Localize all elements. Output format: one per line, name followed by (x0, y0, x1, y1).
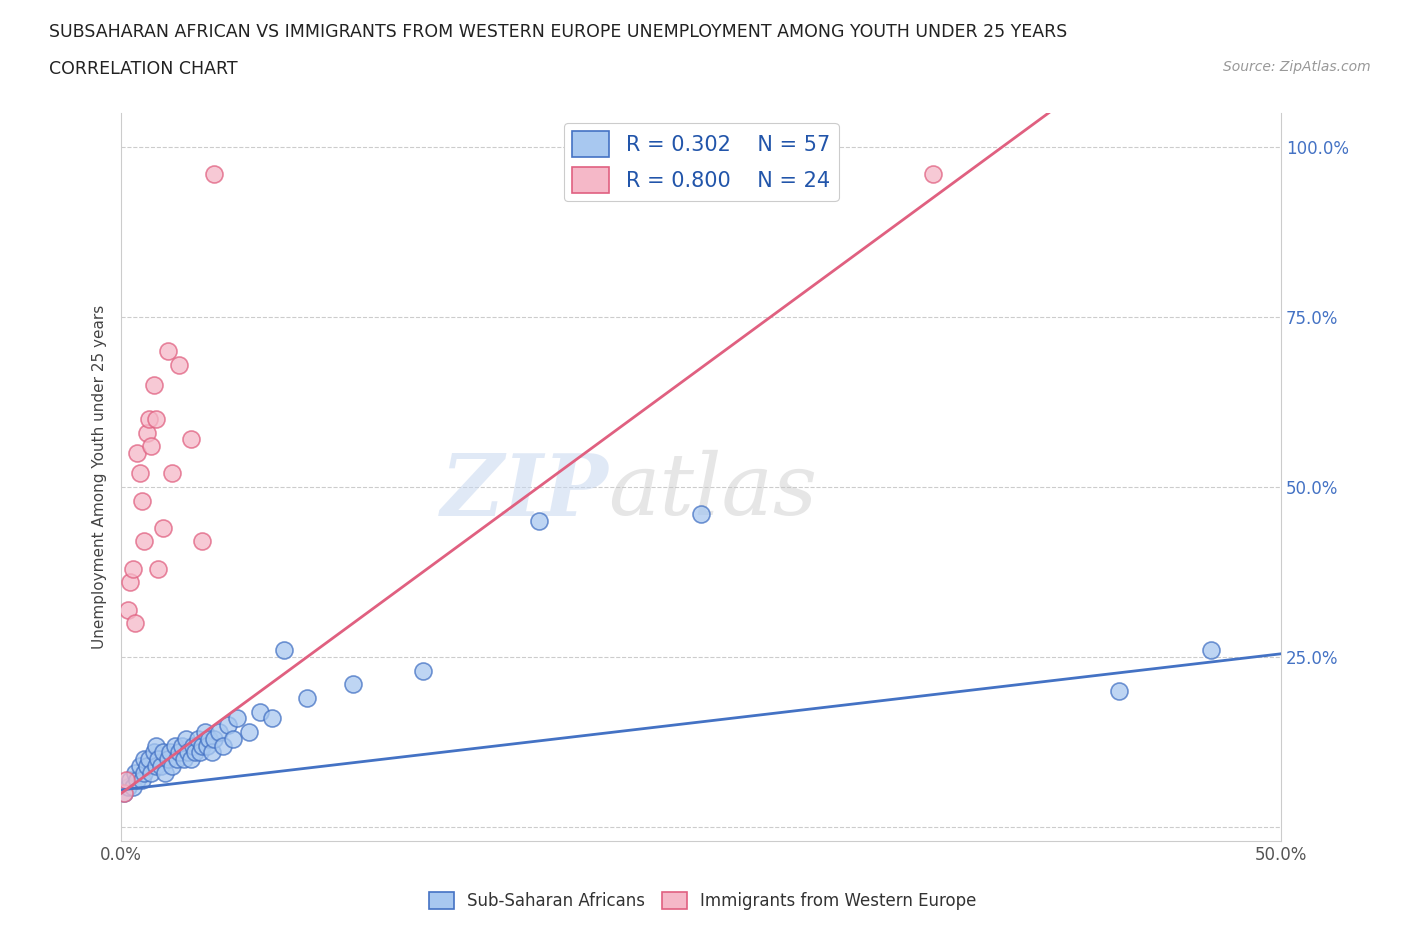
Point (208, 724, 231, 739)
Point (148, 562, 170, 577)
Point (198, 732, 221, 747)
Text: Source: ZipAtlas.com: Source: ZipAtlas.com (1223, 60, 1371, 74)
Point (295, 691, 318, 706)
Legend: R = 0.302    N = 57, R = 0.800    N = 24: R = 0.302 N = 57, R = 0.800 N = 24 (564, 123, 838, 201)
Point (115, 772, 138, 787)
Point (120, 772, 142, 787)
Point (180, 432, 202, 446)
Point (922, 166, 945, 181)
Point (142, 745, 165, 760)
Point (134, 751, 156, 766)
Point (195, 738, 218, 753)
Point (156, 751, 179, 766)
Point (149, 759, 172, 774)
Point (124, 765, 146, 780)
Point (145, 759, 167, 774)
Point (217, 718, 239, 733)
Point (148, 751, 170, 766)
Point (167, 745, 190, 760)
Point (167, 357, 190, 372)
Point (141, 765, 163, 780)
Point (131, 493, 153, 508)
Point (128, 759, 150, 774)
Point (202, 732, 225, 747)
Point (170, 738, 193, 753)
Point (184, 745, 207, 760)
Point (145, 411, 167, 426)
Point (127, 772, 149, 787)
Point (142, 378, 165, 392)
Point (188, 745, 211, 760)
Point (134, 534, 156, 549)
Point (412, 663, 434, 678)
Text: CORRELATION CHART: CORRELATION CHART (49, 60, 238, 78)
Point (152, 521, 174, 536)
Point (162, 759, 184, 774)
Point (141, 439, 163, 454)
Point (163, 738, 186, 753)
Point (138, 411, 160, 426)
Point (273, 643, 295, 658)
Point (162, 466, 184, 481)
Text: ZIP: ZIP (440, 449, 609, 533)
Point (138, 751, 160, 766)
Point (181, 738, 204, 753)
Point (124, 616, 146, 631)
Y-axis label: Unemployment Among Youth under 25 years: Unemployment Among Youth under 25 years (93, 305, 107, 649)
Point (135, 759, 157, 774)
Point (117, 602, 139, 617)
Legend: Sub-Saharan Africans, Immigrants from Western Europe: Sub-Saharan Africans, Immigrants from We… (422, 885, 984, 917)
Point (120, 575, 142, 590)
Point (117, 779, 139, 794)
Point (121, 779, 143, 794)
Point (191, 534, 214, 549)
Text: SUBSAHARAN AFRICAN VS IMMIGRANTS FROM WESTERN EUROPE UNEMPLOYMENT AMONG YOUTH UN: SUBSAHARAN AFRICAN VS IMMIGRANTS FROM WE… (49, 23, 1067, 41)
Point (135, 425, 157, 440)
Point (342, 677, 364, 692)
Point (131, 772, 153, 787)
Point (238, 724, 260, 739)
Point (152, 745, 174, 760)
Point (112, 786, 135, 801)
Point (226, 711, 249, 726)
Point (221, 732, 243, 747)
Point (187, 732, 209, 747)
Point (1201, 643, 1223, 658)
Point (112, 786, 135, 801)
Point (177, 745, 200, 760)
Point (191, 738, 214, 753)
Point (202, 166, 225, 181)
Point (527, 513, 550, 528)
Point (690, 507, 713, 522)
Point (155, 765, 177, 780)
Point (145, 738, 167, 753)
Point (194, 724, 217, 739)
Point (201, 745, 224, 760)
Point (166, 751, 188, 766)
Point (174, 732, 197, 747)
Point (156, 343, 179, 358)
Point (173, 751, 195, 766)
Text: atlas: atlas (609, 450, 817, 533)
Point (212, 738, 235, 753)
Point (127, 445, 149, 460)
Point (121, 562, 143, 577)
Point (249, 704, 271, 719)
Point (134, 765, 156, 780)
Point (159, 745, 181, 760)
Point (128, 466, 150, 481)
Point (180, 751, 202, 766)
Point (1108, 684, 1130, 698)
Point (260, 711, 283, 726)
